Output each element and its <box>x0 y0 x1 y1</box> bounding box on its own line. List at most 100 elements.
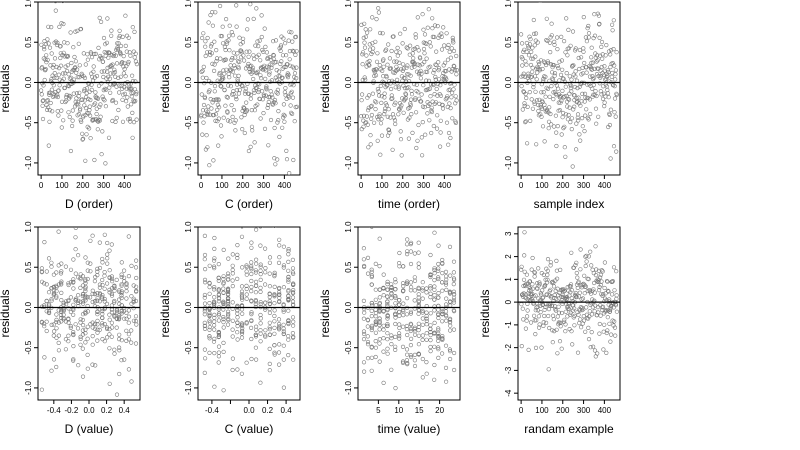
data-point <box>248 92 254 97</box>
data-point <box>54 75 59 80</box>
data-point <box>49 264 54 269</box>
data-point <box>565 314 570 319</box>
data-point <box>444 302 449 307</box>
data-point <box>134 275 139 281</box>
data-point <box>374 100 379 105</box>
data-point <box>530 106 536 111</box>
data-point <box>59 269 64 274</box>
data-point <box>420 153 425 158</box>
data-point <box>39 279 45 284</box>
data-point <box>80 137 85 142</box>
data-point <box>566 97 572 102</box>
data-point <box>212 83 218 89</box>
data-point <box>366 145 371 150</box>
data-point <box>87 113 93 118</box>
data-point <box>214 97 219 102</box>
data-point <box>432 344 437 349</box>
data-point <box>378 83 383 89</box>
data-point <box>381 380 386 386</box>
data-point <box>386 127 391 132</box>
data-point <box>271 39 276 44</box>
data-point <box>603 53 608 58</box>
data-point <box>393 301 398 306</box>
data-point <box>572 313 577 319</box>
data-point <box>227 75 232 80</box>
data-point <box>226 256 231 261</box>
data-point <box>273 101 278 106</box>
data-point <box>200 75 205 80</box>
data-point <box>102 299 107 304</box>
data-point <box>541 89 546 95</box>
data-point <box>602 260 608 265</box>
data-point <box>281 357 286 362</box>
data-point <box>249 356 254 362</box>
data-point <box>292 79 297 84</box>
x-tick-label: 0 <box>39 181 44 190</box>
data-point <box>570 29 576 34</box>
data-point <box>202 295 207 300</box>
data-point <box>371 46 376 51</box>
data-point <box>594 59 599 64</box>
data-point <box>66 317 71 322</box>
data-point <box>290 95 296 100</box>
data-point <box>445 104 450 110</box>
data-point <box>112 288 117 293</box>
data-point <box>75 74 80 80</box>
data-point <box>249 278 254 284</box>
data-point <box>200 35 205 41</box>
data-point <box>612 319 617 324</box>
data-point <box>405 237 410 242</box>
data-point <box>377 287 382 292</box>
data-point <box>447 67 452 72</box>
data-point <box>102 322 107 327</box>
data-point <box>252 56 257 62</box>
data-point <box>117 371 122 377</box>
data-point <box>71 302 76 307</box>
data-point <box>563 329 568 334</box>
data-point <box>70 108 75 113</box>
data-point <box>258 339 263 344</box>
data-point <box>376 6 381 11</box>
data-point <box>436 261 441 267</box>
data-point <box>386 107 391 112</box>
data-point <box>235 79 240 84</box>
data-point <box>444 296 449 301</box>
data-point <box>608 52 613 57</box>
data-point <box>428 333 433 338</box>
data-point <box>612 288 617 293</box>
data-point <box>382 111 387 117</box>
data-point <box>445 45 450 50</box>
data-point <box>71 306 76 311</box>
data-point <box>558 267 563 273</box>
data-point <box>593 88 598 94</box>
data-point <box>425 111 430 116</box>
data-point <box>276 118 281 123</box>
data-point <box>202 95 208 101</box>
data-point <box>88 238 93 243</box>
data-point <box>104 301 110 307</box>
data-point <box>527 34 532 39</box>
data-point <box>606 95 611 100</box>
data-point <box>278 48 283 54</box>
data-point <box>412 363 418 369</box>
data-point <box>282 90 288 95</box>
data-point <box>418 68 423 73</box>
data-point <box>365 255 371 261</box>
data-point <box>240 329 245 335</box>
data-point <box>436 268 441 273</box>
data-point <box>69 60 74 66</box>
data-point <box>522 230 527 235</box>
data-point <box>279 59 284 64</box>
data-point <box>588 111 593 117</box>
data-point <box>586 31 592 36</box>
data-point <box>605 87 610 93</box>
data-point <box>263 334 268 339</box>
data-point <box>428 284 433 289</box>
data-point <box>48 63 53 68</box>
data-point <box>290 266 296 271</box>
data-point <box>614 293 619 298</box>
data-point <box>113 53 118 58</box>
x-tick-label: 0.4 <box>119 406 131 415</box>
data-point <box>443 269 449 275</box>
data-point <box>427 40 432 45</box>
